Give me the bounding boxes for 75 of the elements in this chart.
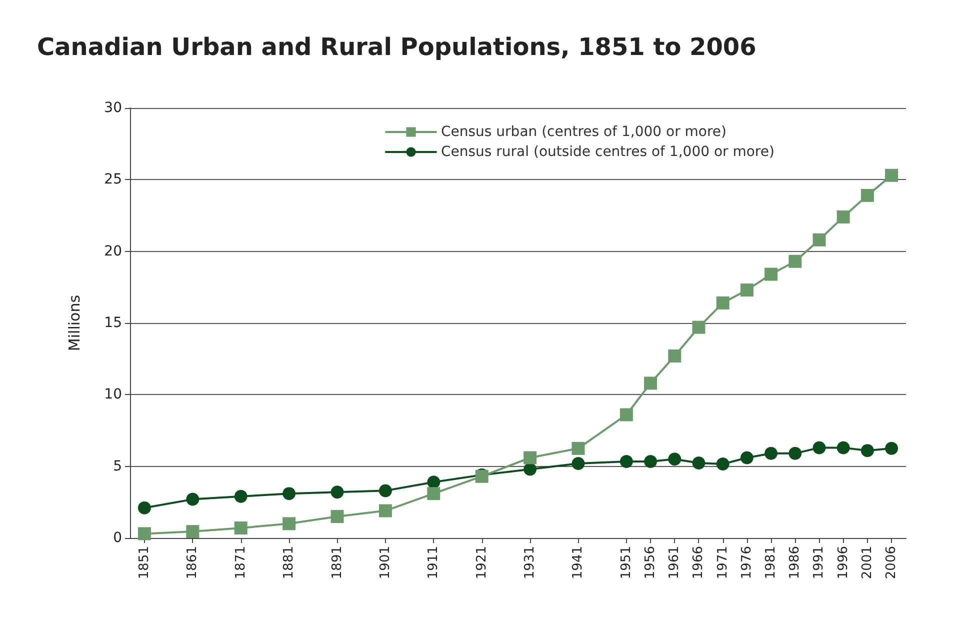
point [620,408,633,422]
legend-label: Census rural (outside centres of 1,000 or more) [441,144,774,160]
x-tick-label: 1981 [764,546,779,580]
point [740,284,754,297]
x-tick-label: 1956 [643,546,658,580]
x-tick-label: 1961 [667,546,682,580]
y-tick-label: 20 [104,243,122,260]
point [788,446,802,460]
legend-label: Census urban (centres of 1,000 or more) [441,124,727,140]
x-tick-label: 1911 [426,546,442,580]
point [788,254,802,268]
point [524,451,537,464]
point [282,487,296,500]
point [378,504,392,518]
x-tick-label: 1921 [474,546,490,580]
point [138,527,151,540]
x-tick-label: 2001 [860,546,875,580]
x-tick-label: 1871 [233,546,248,580]
point [620,454,633,468]
y-tick-label: 25 [104,172,122,188]
y-axis-title: Millions [66,294,84,352]
point [138,501,151,514]
point [186,525,200,538]
point [812,441,826,454]
point [692,320,706,334]
point [330,486,344,499]
x-tick-label: 1891 [330,546,345,580]
x-tick-label: 1996 [836,546,851,580]
point [836,210,850,224]
point [234,490,248,503]
point [427,487,440,500]
x-tick-label: 1986 [788,546,803,580]
point [716,458,730,471]
x-tick-label: 1931 [522,546,538,580]
point [234,521,248,534]
x-tick-label: 1901 [378,546,393,580]
point [572,442,585,455]
point [282,517,296,530]
x-tick-label: 1881 [282,546,297,580]
y-tick-label: 5 [113,458,122,474]
x-tick-label: 1976 [739,546,754,580]
y-tick-label: 0 [113,530,122,546]
point [644,376,658,390]
x-tick-label: 1941 [570,546,586,580]
point [330,510,344,523]
y-tick-label: 10 [104,386,122,403]
x-tick-label: 1851 [136,546,152,580]
point [740,451,754,464]
x-tick-label: 1861 [185,546,200,580]
point [692,456,706,470]
x-tick-label: 1971 [715,546,730,580]
chart-title: Canadian Urban and Rural Populations, 1851 to 2006 [37,33,756,61]
point [812,233,826,246]
point [764,268,778,281]
point [427,476,440,489]
point [644,454,658,468]
point [186,492,200,506]
point [885,168,898,182]
point [524,462,537,476]
point [572,456,585,470]
point [860,188,874,202]
point [668,452,682,466]
point [668,349,682,362]
point [885,442,898,455]
x-tick-label: 1991 [812,546,827,580]
y-tick-label: 15 [104,315,122,331]
x-tick-label: 2006 [884,546,900,580]
y-tick-label: 30 [104,100,122,116]
point [836,441,850,454]
point [378,484,392,498]
x-tick-label: 1966 [691,546,706,580]
point [860,444,874,458]
x-tick-label: 1951 [618,546,634,580]
point [764,446,778,460]
point [716,296,730,310]
